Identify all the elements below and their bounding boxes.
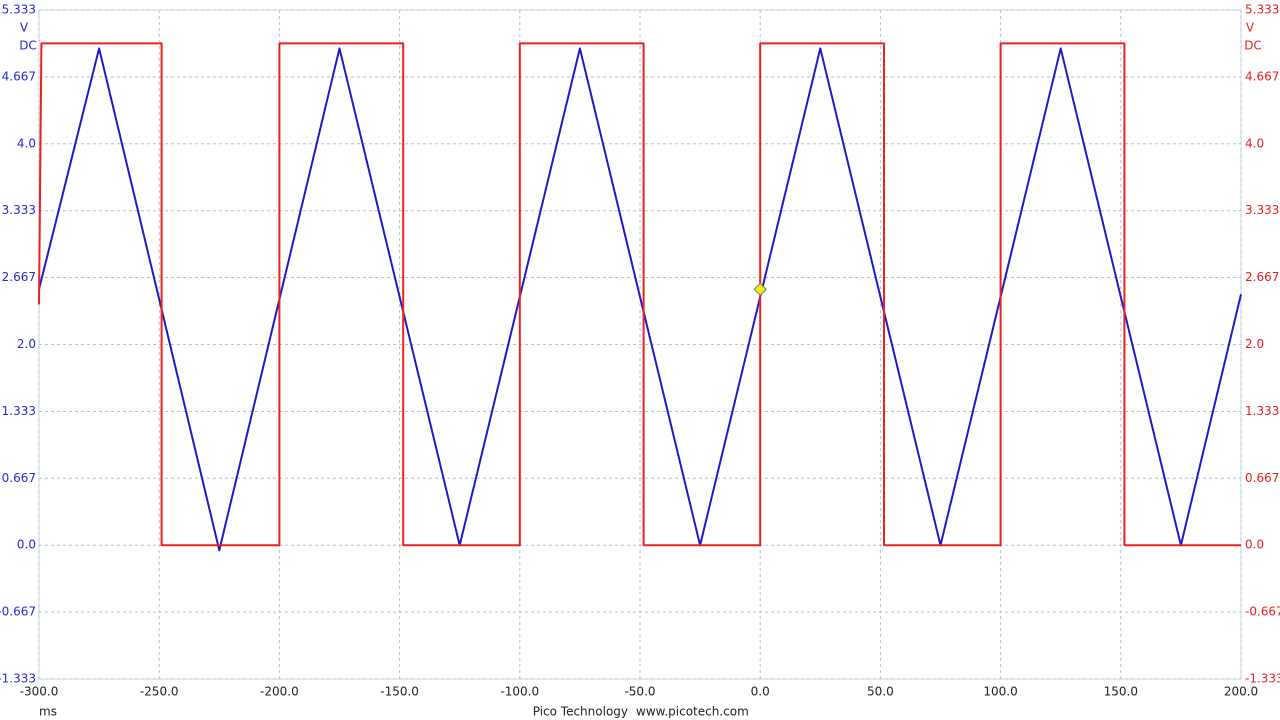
x-tick-label: 50.0: [867, 685, 894, 699]
y2-tick-label: 4.0: [1245, 136, 1264, 150]
x-unit: ms: [39, 705, 57, 719]
y-tick-label: -1.333: [0, 672, 36, 686]
x-tick-label: 100.0: [983, 685, 1017, 699]
x-tick-label: -100.0: [500, 685, 539, 699]
x-tick-label: 150.0: [1104, 685, 1138, 699]
y2-tick-label: 5.333: [1245, 3, 1279, 17]
y-tick-label: -0.667: [0, 605, 36, 619]
y2-coupling: DC: [1244, 39, 1262, 53]
x-tick-label: -50.0: [624, 685, 655, 699]
x-tick-label: -200.0: [260, 685, 299, 699]
y-coupling: DC: [19, 39, 37, 53]
y2-tick-label: -0.667: [1245, 605, 1280, 619]
y2-tick-label: 0.667: [1245, 471, 1279, 485]
x-tick-label: -150.0: [380, 685, 419, 699]
x-tick-label: 200.0: [1224, 685, 1258, 699]
y-tick-label: 1.333: [2, 404, 36, 418]
y2-tick-label: 3.333: [1245, 203, 1279, 217]
y2-tick-label: 1.333: [1245, 404, 1279, 418]
y2-tick-label: 4.667: [1245, 69, 1279, 83]
y-tick-label: 4.0: [17, 136, 36, 150]
y-unit: V: [20, 21, 29, 35]
y2-tick-label: 0.0: [1245, 538, 1264, 552]
y-tick-label: 0.0: [17, 538, 36, 552]
y-tick-label: 3.333: [2, 203, 36, 217]
y-tick-label: 4.667: [2, 69, 36, 83]
trigger-marker: [753, 282, 767, 297]
x-tick-label: -300.0: [20, 685, 59, 699]
website: www.picotech.com: [636, 705, 749, 719]
y2-tick-label: 2.0: [1245, 337, 1264, 351]
y2-tick-label: -1.333: [1245, 672, 1280, 686]
x-tick-label: -250.0: [140, 685, 179, 699]
x-tick-label: 0.0: [751, 685, 770, 699]
trace: [38, 42, 1241, 547]
y-tick-label: 5.333: [2, 3, 36, 17]
y2-unit: V: [1246, 21, 1255, 35]
y-tick-label: 2.667: [2, 270, 36, 284]
y-tick-label: 2.0: [17, 337, 36, 351]
brand: Pico Technology: [533, 705, 628, 719]
y-tick-label: 0.667: [2, 471, 36, 485]
traces: [38, 42, 1242, 552]
trace: [38, 47, 1242, 552]
y2-tick-label: 2.667: [1245, 270, 1279, 284]
labels: V DC V DC ms Pico Technology www.picotec…: [0, 3, 1280, 719]
